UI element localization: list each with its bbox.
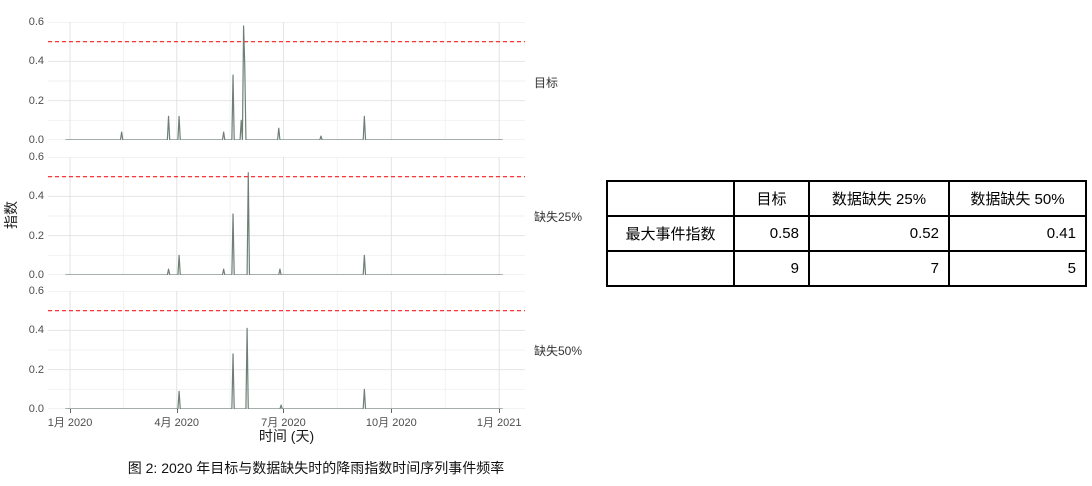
frequency-missing-25: 7 bbox=[808, 250, 950, 287]
facet-panel-target bbox=[48, 21, 525, 141]
max-index-missing-25: 0.52 bbox=[808, 215, 950, 252]
facet-plot bbox=[48, 21, 525, 141]
x-axis-tick-label: 10月 2020 bbox=[365, 417, 417, 429]
y-axis-tick-label: 0.0 bbox=[28, 403, 44, 415]
y-axis-tick-label: 0.0 bbox=[28, 269, 44, 281]
figure-caption: 图 2: 2020 年目标与数据缺失时的降雨指数时间序列事件频率 bbox=[127, 460, 505, 476]
row-label-max-index: 最大事件指数 bbox=[606, 215, 735, 252]
x-axis-tick-mark bbox=[176, 409, 178, 413]
max-index-target: 0.58 bbox=[733, 215, 810, 252]
y-axis-tick-label: 0.4 bbox=[28, 55, 44, 68]
x-axis-tick-mark bbox=[391, 409, 393, 413]
index-series-line bbox=[65, 327, 503, 410]
y-axis-tick-label: 0.2 bbox=[28, 94, 44, 107]
y-axis-tick-label: 0.2 bbox=[28, 229, 44, 242]
facet-panel-missing-25 bbox=[48, 156, 525, 276]
header-missing-25: 数据缺失 25% bbox=[808, 180, 950, 217]
facet-label-target: 目标 bbox=[534, 76, 559, 90]
y-axis-tick-label: 0.6 bbox=[28, 16, 44, 28]
facet-label-missing-25: 缺失25% bbox=[534, 210, 583, 224]
x-axis-tick-mark bbox=[499, 409, 501, 413]
x-axis-tick-label: 7月 2020 bbox=[261, 417, 306, 429]
header-missing-50: 数据缺失 50% bbox=[948, 180, 1087, 217]
y-axis-tick-label: 0.6 bbox=[28, 285, 44, 297]
max-index-missing-50: 0.41 bbox=[948, 215, 1087, 252]
y-axis-tick-label: 0.4 bbox=[28, 190, 44, 203]
header-empty-cell bbox=[606, 180, 735, 217]
table-row-max-index: 最大事件指数 0.58 0.52 0.41 bbox=[606, 215, 1087, 252]
y-axis-tick-label: 0.4 bbox=[28, 324, 44, 337]
header-target: 目标 bbox=[733, 180, 810, 217]
table-row-frequency: 9 7 5 bbox=[606, 250, 1087, 287]
facet-label-missing-50: 缺失50% bbox=[534, 344, 583, 358]
x-axis-tick-label: 4月 2020 bbox=[154, 417, 200, 429]
rain-index-figure: 目标 缺失25% 缺失50% 指数 时间 (天) 图 2: 2020 年目标与数… bbox=[3, 16, 583, 476]
y-axis-tick-label: 0.6 bbox=[28, 151, 44, 163]
x-axis-title: 时间 (天) bbox=[258, 428, 315, 444]
index-series-line bbox=[65, 25, 503, 141]
facet-panel-missing-50 bbox=[48, 290, 525, 410]
x-axis-tick-mark bbox=[70, 409, 72, 413]
results-table: 目标 数据缺失 25% 数据缺失 50% 最大事件指数 0.58 0.52 0.… bbox=[606, 180, 1087, 287]
x-axis-tick-mark bbox=[283, 409, 285, 413]
frequency-missing-50: 5 bbox=[948, 250, 1087, 287]
x-axis-tick-label: 1月 2021 bbox=[476, 417, 522, 429]
y-axis-title: 指数 bbox=[3, 201, 19, 229]
x-axis-tick-label: 1月 2020 bbox=[47, 417, 93, 429]
index-series-line bbox=[65, 172, 503, 276]
frequency-target: 9 bbox=[733, 250, 810, 287]
facet-plot bbox=[48, 290, 525, 410]
facet-plot bbox=[48, 156, 525, 276]
results-table-wrap: 目标 数据缺失 25% 数据缺失 50% 最大事件指数 0.58 0.52 0.… bbox=[606, 180, 1087, 287]
table-header-row: 目标 数据缺失 25% 数据缺失 50% bbox=[606, 180, 1087, 217]
y-axis-tick-label: 0.2 bbox=[28, 363, 44, 376]
row-label-frequency bbox=[606, 250, 735, 287]
y-axis-tick-label: 0.0 bbox=[28, 134, 44, 146]
